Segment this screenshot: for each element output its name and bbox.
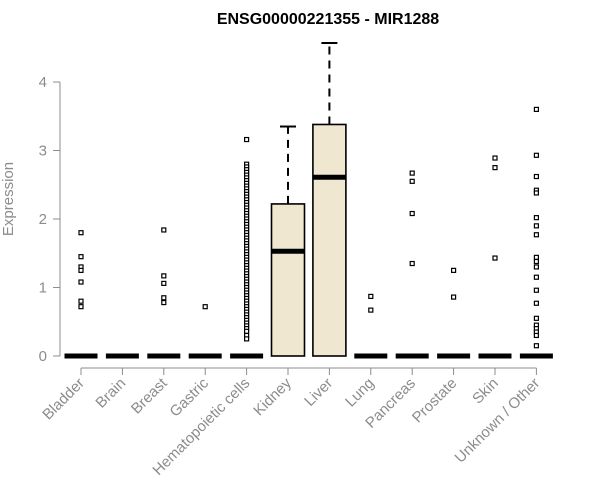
box-iqr	[270, 203, 306, 357]
y-tick-label: 1	[39, 280, 47, 297]
outlier-point	[409, 210, 415, 217]
box-breast	[147, 227, 181, 359]
box-iqr	[312, 123, 347, 357]
box-pancreas	[395, 170, 429, 359]
outlier-point	[78, 304, 84, 310]
outlier-point	[492, 165, 498, 171]
outlier-point	[533, 264, 540, 270]
x-tick-label: Breast	[128, 374, 171, 417]
y-axis-label: Expression	[0, 162, 17, 236]
outlier-point	[244, 336, 250, 342]
outlier-point	[409, 260, 415, 267]
outlier-point	[492, 255, 498, 261]
outlier-point	[78, 279, 84, 285]
x-tick-label: Prostate	[409, 375, 461, 427]
outlier-point	[78, 230, 84, 236]
outlier-point	[533, 106, 540, 113]
y-tick-label: 0	[39, 348, 47, 365]
outlier-point	[161, 227, 167, 233]
outlier-point	[244, 328, 250, 334]
outlier-point	[409, 170, 415, 176]
box-hematopoietic-cells	[230, 136, 264, 359]
chart-title: ENSG00000221355 - MIR1288	[217, 11, 439, 28]
outlier-point	[533, 254, 540, 260]
outlier-point	[161, 273, 167, 279]
x-tick-label: Lung	[342, 375, 378, 411]
outlier-point	[533, 258, 540, 265]
outlier-point	[533, 332, 540, 339]
box-kidney	[270, 125, 306, 357]
outlier-point	[533, 287, 540, 293]
y-tick-label: 4	[39, 74, 47, 91]
outlier-point	[533, 232, 540, 238]
outlier-point	[368, 293, 374, 300]
outlier-point	[78, 298, 84, 304]
x-tick-label: Kidney	[250, 374, 295, 419]
box-unknown-other	[519, 106, 553, 359]
box-liver	[312, 41, 347, 357]
outlier-point	[533, 223, 540, 229]
y-axis: 0 1 2 3 4	[39, 74, 61, 365]
outlier-point	[533, 190, 540, 196]
outlier-point	[161, 280, 167, 286]
box-series	[64, 41, 553, 359]
box-prostate	[437, 267, 471, 359]
outlier-point	[533, 343, 540, 349]
box-gastric	[188, 304, 222, 359]
box-skin	[478, 155, 512, 359]
x-tick-label: Bladder	[39, 375, 88, 424]
y-tick-label: 3	[39, 143, 47, 160]
outlier-point	[533, 215, 540, 221]
box-lung	[354, 293, 388, 359]
x-tick-label: Liver	[301, 375, 336, 410]
box-bladder	[64, 230, 98, 359]
y-tick-label: 2	[39, 211, 47, 228]
outlier-point	[533, 300, 540, 306]
outlier-point	[492, 155, 498, 161]
outlier-point	[161, 295, 167, 301]
outlier-point	[368, 307, 374, 313]
outlier-point	[161, 299, 167, 306]
outlier-point	[451, 294, 457, 300]
x-tick-label: Skin	[469, 375, 502, 408]
outlier-point	[533, 173, 540, 180]
outlier-point	[451, 267, 457, 273]
outlier-point	[533, 274, 540, 280]
outlier-point	[202, 304, 208, 310]
x-tick-label: Brain	[92, 375, 129, 412]
outlier-point	[244, 136, 250, 143]
outlier-point	[78, 254, 84, 260]
outlier-point	[409, 178, 415, 184]
outlier-point	[533, 315, 540, 321]
outlier-point	[533, 152, 540, 158]
outlier-point	[78, 267, 84, 273]
